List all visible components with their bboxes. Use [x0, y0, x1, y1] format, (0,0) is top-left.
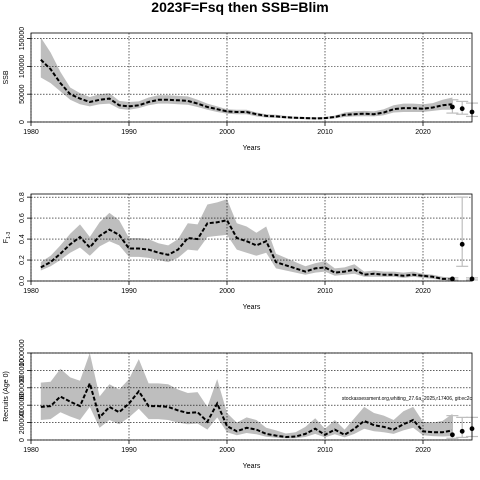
y-axis-label: F1-3	[3, 232, 12, 244]
y-tick-label: 800000	[19, 359, 26, 382]
y-axis-label-subscript: 1-3	[6, 232, 12, 239]
x-tick-label: 1980	[23, 129, 39, 136]
estimate-line	[40, 58, 453, 120]
x-tick-label: 2010	[317, 288, 333, 295]
figure-title: 2023F=Fsq then SSB=Blim	[151, 0, 328, 15]
plot-frame	[30, 352, 473, 441]
y-tick-label: 0.0	[19, 276, 26, 286]
forecast-point	[450, 104, 455, 110]
y-tick-label: 400000	[19, 393, 26, 416]
forecast-point	[450, 432, 455, 438]
x-tick-label: 2000	[219, 129, 235, 136]
x-axis-label: Years	[243, 463, 261, 470]
y-tick-label: 100000	[19, 55, 26, 78]
confidence-band	[40, 353, 453, 439]
ssb-panel: 1980 1990 2000 2010 2020 0 50000 100000 150000 Ye…	[3, 27, 478, 152]
confidence-band	[40, 199, 453, 280]
x-axis-label: Years	[243, 145, 261, 152]
y-axis-label: SSB	[3, 70, 10, 84]
forecast-point	[459, 241, 465, 247]
y-tick-label: 150000	[19, 27, 26, 50]
y-tick-label: 0.6	[19, 213, 26, 223]
x-tick-label: 1990	[121, 129, 137, 136]
y-tick-label: 0.4	[19, 234, 26, 244]
y-tick-label: 1000000	[19, 339, 26, 366]
x-tick-label: 2000	[219, 288, 235, 295]
x-tick-label: 1980	[23, 288, 39, 295]
x-tick-label: 2000	[219, 447, 235, 454]
watermark-text: stockassessment.org,whiting_27.6a_2025,r…	[342, 396, 473, 402]
y-tick-label: 0.8	[19, 192, 26, 202]
plot-frame	[30, 193, 473, 282]
x-tick-label: 2010	[317, 129, 333, 136]
forecast-point	[459, 106, 465, 112]
recruitment-panel: 1980 1990 2000 2010 2020 0 2000004000006000008…	[3, 339, 478, 470]
y-tick-label: 600000	[19, 376, 26, 399]
plot-frame	[30, 32, 473, 123]
x-tick-label: 1980	[23, 447, 39, 454]
y-tick-label: 0	[19, 120, 26, 124]
x-tick-label: 2010	[317, 447, 333, 454]
x-tick-label: 2020	[415, 288, 431, 295]
y-tick-label: 0	[19, 438, 26, 442]
y-axis-label: Recruits (Age 0)	[3, 371, 10, 422]
y-tick-label: 50000	[19, 84, 26, 104]
confidence-band	[40, 37, 453, 120]
y-tick-label: 0.2	[19, 255, 26, 265]
x-axis-label: Years	[243, 304, 261, 311]
forecast-point	[450, 276, 455, 282]
forecast-point	[459, 428, 465, 434]
x-tick-label: 1990	[121, 447, 137, 454]
estimate-line	[40, 380, 453, 439]
y-tick-label: 200000	[19, 411, 26, 434]
x-tick-label: 2020	[415, 447, 431, 454]
fishing-mortality-panel: 1980 1990 2000 2010 2020 0.0 0.2 0.4 0.6 0.8 Years…	[3, 192, 478, 311]
x-tick-label: 1990	[121, 288, 137, 295]
estimate-line	[40, 219, 453, 280]
x-tick-label: 2020	[415, 129, 431, 136]
